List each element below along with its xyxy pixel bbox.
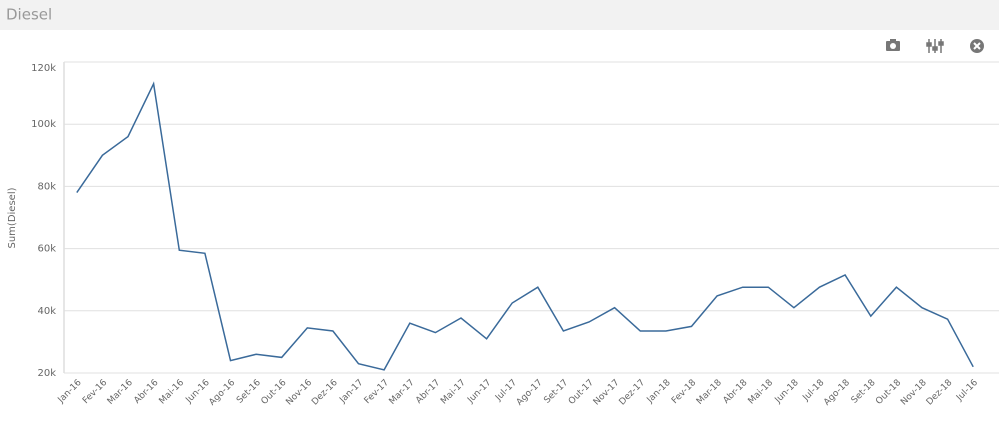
x-tick-label: Abr-17 <box>414 378 442 406</box>
x-tick-label: Jan-16 <box>56 378 84 406</box>
x-tick-label: Jan-17 <box>337 378 365 406</box>
y-tick-label: 40k <box>37 306 56 317</box>
y-tick-label: 120k <box>31 63 56 74</box>
x-tick-label: Mai-16 <box>158 378 187 407</box>
x-tick-label: Ago-17 <box>515 378 545 408</box>
x-tick-label: Set-17 <box>542 378 570 406</box>
x-tick-label: Mar-16 <box>106 378 135 407</box>
y-tick-label: 100k <box>31 119 56 130</box>
x-tick-label: Out-18 <box>874 378 903 407</box>
x-tick-label: Mai-18 <box>747 378 776 407</box>
data-line <box>76 81 974 371</box>
camera-icon[interactable] <box>886 39 900 51</box>
x-tick-label: Nov-18 <box>899 378 929 408</box>
y-tick-label: 20k <box>37 368 56 379</box>
x-tick-label: Set-18 <box>850 378 878 406</box>
x-tick-label: Jun-18 <box>773 378 801 406</box>
x-tick-label: Abr-16 <box>132 378 160 406</box>
x-tick-label: Fev-16 <box>81 378 109 406</box>
x-tick-label: Mai-17 <box>439 378 468 407</box>
x-tick-label: Ago-16 <box>207 378 237 408</box>
x-tick-label: Jun-17 <box>465 378 493 406</box>
x-tick-label: Fev-18 <box>670 378 698 406</box>
x-tick-label: Dez-17 <box>618 378 648 408</box>
x-tick-label: Out-16 <box>260 378 289 407</box>
close-icon[interactable] <box>970 39 984 53</box>
x-tick-label: Dez-16 <box>310 378 340 408</box>
settings-icon[interactable] <box>926 39 944 53</box>
x-tick-label: Fev-17 <box>363 378 391 406</box>
x-tick-label: Mar-17 <box>388 378 417 407</box>
header-bar <box>0 0 999 30</box>
x-tick-label: Abr-18 <box>722 378 750 406</box>
x-tick-label: Nov-17 <box>592 378 622 408</box>
x-tick-label: Jul-16 <box>954 378 980 404</box>
x-tick-label: Out-17 <box>567 378 596 407</box>
x-tick-label: Dez-18 <box>925 378 955 408</box>
header-title: Diesel <box>6 6 52 24</box>
x-tick-label: Ago-18 <box>822 378 852 408</box>
y-axis-title: Sum(Diesel) <box>7 187 18 248</box>
x-tick-label: Set-16 <box>235 378 263 406</box>
y-tick-label: 60k <box>37 244 56 255</box>
x-tick-label: Nov-16 <box>284 378 314 408</box>
x-tick-label: Mar-18 <box>695 378 724 407</box>
x-tick-label: Jan-18 <box>645 378 673 406</box>
y-tick-label: 80k <box>37 181 56 192</box>
